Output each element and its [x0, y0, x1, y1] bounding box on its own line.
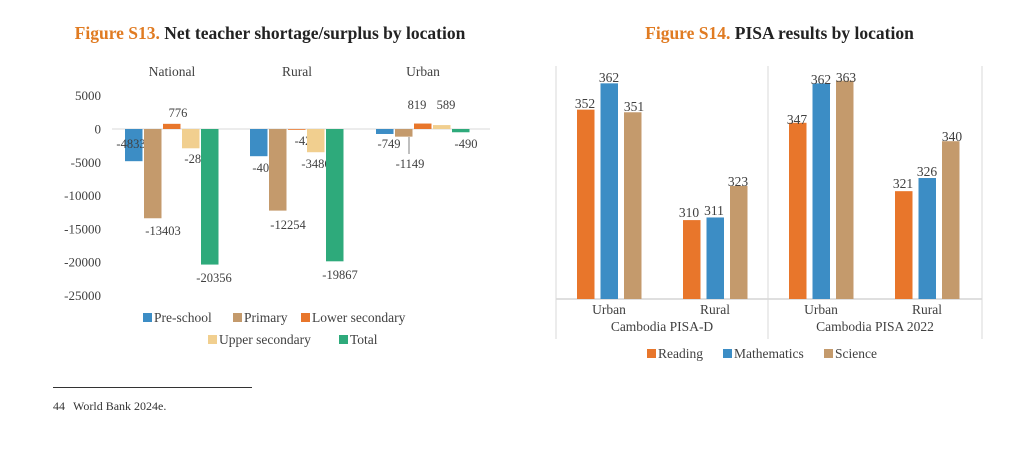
legend-label-mathematics: Mathematics — [734, 346, 804, 361]
data-label-rural-science: 323 — [728, 174, 749, 189]
legend-swatch-upper-secondary — [208, 335, 217, 344]
group-label-cambodia-pisa-d: Cambodia PISA-D — [611, 319, 714, 334]
category-label-rural: Rural — [282, 64, 312, 79]
legend-label-upper-secondary: Upper secondary — [219, 332, 311, 347]
bar-national-total — [201, 129, 219, 265]
bar-cambodia-pisa-2022-urban-science — [836, 80, 854, 300]
data-label-national-primary: -13403 — [145, 224, 180, 238]
legend-label-science: Science — [835, 346, 877, 361]
data-label-urban-upper-secondary: 589 — [437, 98, 456, 112]
category-label-national: National — [149, 64, 196, 79]
bar-urban-primary — [395, 129, 413, 137]
data-label-urban-total: -490 — [455, 137, 478, 151]
bar-rural-upper-secondary — [307, 129, 325, 153]
legend-label-lower-secondary: Lower secondary — [312, 310, 406, 325]
category-label-rural: Rural — [700, 302, 730, 317]
legend-swatch-total — [339, 335, 348, 344]
bar-rural-primary — [269, 129, 287, 211]
bar-national-primary — [144, 129, 162, 219]
y-tick-label: -10000 — [64, 188, 101, 203]
bar-national-upper-secondary — [182, 129, 200, 149]
bar-cambodia-pisa-2022-urban-mathematics — [812, 83, 830, 299]
figure-s14-number: Figure S14. — [645, 23, 731, 43]
teacher-shortage-chart: 5000 0 -5000 -10000 -15000 -20000 -25000 Nation… — [64, 64, 490, 347]
data-label-rural-mathematics: 311 — [704, 203, 724, 218]
data-label-rural-reading: 321 — [893, 176, 913, 191]
legend-label-total: Total — [350, 332, 378, 347]
bar-cambodia-pisa-2022-rural-mathematics — [918, 178, 936, 299]
bar-cambodia-pisa-2022-rural-reading — [895, 191, 913, 299]
footnote-divider — [53, 387, 252, 388]
bar-urban-upper-secondary — [433, 125, 451, 129]
bar-urban-total — [452, 129, 470, 133]
y-tick-label: -15000 — [64, 221, 101, 236]
bar-urban-lower-secondary — [414, 123, 432, 129]
bar-rural-pre-school — [250, 129, 268, 157]
legend-swatch-mathematics — [723, 349, 732, 358]
bar-cambodia-pisa-d-rural-reading — [683, 220, 701, 299]
legend-label-reading: Reading — [658, 346, 703, 361]
figure-s13-title-text: Net teacher shortage/surplus by location — [164, 23, 466, 43]
category-label-urban: Urban — [406, 64, 440, 79]
bar-rural-lower-secondary — [288, 129, 306, 130]
data-label-rural-reading: 310 — [679, 205, 700, 220]
figure-s13-number: Figure S13. — [74, 23, 160, 43]
legend-label-pre-school: Pre-school — [154, 310, 212, 325]
data-label-rural-upper-secondary: -3486 — [301, 157, 330, 171]
data-label-urban-science: 363 — [836, 70, 857, 85]
category-label-urban: Urban — [804, 302, 838, 317]
y-tick-label: -25000 — [64, 288, 101, 303]
legend-swatch-science — [824, 349, 833, 358]
data-label-urban-science: 351 — [624, 99, 644, 114]
data-label-national-pre-school: -4833 — [116, 137, 145, 151]
data-label-urban-primary: -1149 — [396, 157, 425, 171]
data-label-rural-science: 340 — [942, 129, 963, 144]
bar-cambodia-pisa-2022-rural-science — [942, 141, 960, 299]
footnote-number: 44 — [53, 399, 65, 413]
bar-cambodia-pisa-2022-urban-reading — [789, 122, 807, 299]
legend-swatch-reading — [647, 349, 656, 358]
legend-swatch-primary — [233, 313, 242, 322]
bar-cambodia-pisa-d-rural-science — [730, 185, 748, 299]
footnote-text: World Bank 2024e. — [73, 399, 167, 413]
figure-s14-title: Figure S14. PISA results by location — [540, 23, 1019, 44]
y-tick-label: 0 — [95, 122, 102, 137]
data-label-rural-mathematics: 326 — [917, 164, 938, 179]
bar-rural-total — [326, 129, 344, 262]
data-label-urban-mathematics: 362 — [811, 72, 831, 87]
y-tick-label: -20000 — [64, 255, 101, 270]
bar-cambodia-pisa-d-rural-mathematics — [706, 217, 724, 299]
figure-s14-title-text: PISA results by location — [734, 23, 914, 43]
data-label-urban-lower-secondary: 819 — [408, 98, 427, 112]
bar-cambodia-pisa-d-urban-mathematics — [600, 83, 618, 299]
data-label-national-lower-secondary: 776 — [169, 106, 188, 120]
legend-swatch-pre-school — [143, 313, 152, 322]
data-label-rural-primary: -12254 — [270, 218, 306, 232]
category-label-urban: Urban — [592, 302, 626, 317]
data-label-urban-reading: 352 — [575, 96, 595, 111]
y-tick-label: 5000 — [75, 88, 101, 103]
data-label-urban-pre-school: -749 — [378, 137, 401, 151]
bar-national-lower-secondary — [163, 123, 181, 129]
legend-label-primary: Primary — [244, 310, 288, 325]
data-label-national-total: -20356 — [196, 271, 231, 285]
pisa-results-chart: 352 362 351 Urban 310 311 323 Rural Cambodia PIS… — [555, 66, 983, 361]
legend-swatch-lower-secondary — [301, 313, 310, 322]
data-label-urban-mathematics: 362 — [599, 70, 619, 85]
data-label-urban-reading: 347 — [787, 112, 808, 127]
bar-national-pre-school — [125, 129, 143, 162]
category-label-rural: Rural — [912, 302, 942, 317]
bar-urban-pre-school — [376, 129, 394, 134]
bar-cambodia-pisa-d-urban-science — [624, 112, 642, 300]
y-tick-label: -5000 — [71, 155, 101, 170]
data-label-rural-total: -19867 — [322, 268, 357, 282]
footnote: 44 World Bank 2024e. — [53, 399, 166, 414]
group-label-cambodia-pisa-2022: Cambodia PISA 2022 — [816, 319, 934, 334]
bar-cambodia-pisa-d-urban-reading — [577, 109, 595, 299]
figure-s13-title: Figure S13. Net teacher shortage/surplus… — [0, 23, 540, 44]
